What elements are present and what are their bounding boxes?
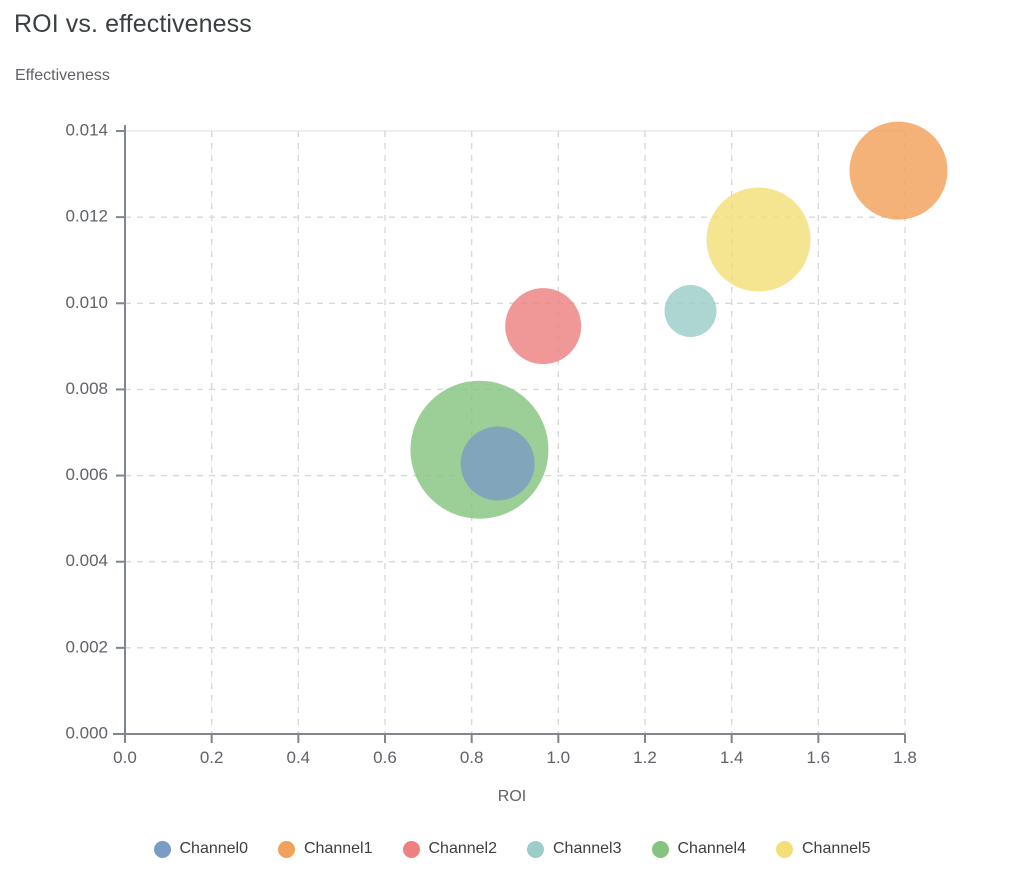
- legend-item-label: Channel3: [553, 840, 622, 857]
- legend-swatch-icon: [527, 840, 544, 858]
- x-tick-label: 1.0: [547, 748, 571, 767]
- y-tick-label: 0.002: [65, 637, 108, 656]
- y-axis-label: Effectiveness: [15, 67, 110, 84]
- bubble-channel5[interactable]: [706, 187, 811, 292]
- y-tick-label: 0.012: [65, 207, 108, 226]
- x-tick-label: 0.0: [113, 748, 137, 767]
- legend-item-channel5[interactable]: Channel5: [776, 840, 871, 858]
- legend-item-label: Channel5: [802, 840, 871, 857]
- legend-item-channel3[interactable]: Channel3: [527, 840, 622, 858]
- y-tick-label: 0.014: [65, 120, 108, 139]
- legend-swatch-icon: [651, 840, 669, 858]
- x-tick-label: 0.8: [460, 748, 484, 767]
- legend-item-label: Channel0: [179, 840, 249, 857]
- legend-swatch-icon: [153, 840, 171, 858]
- legend-item-channel2[interactable]: Channel2: [402, 840, 498, 858]
- legend-swatch-icon: [278, 840, 295, 858]
- y-tick-label: 0.006: [65, 465, 108, 484]
- legend-item-label: Channel2: [428, 840, 498, 857]
- x-tick-label: 0.4: [287, 748, 311, 767]
- x-tick-label: 0.2: [200, 748, 224, 767]
- chart-legend: Channel0 Channel1 Channel2 Channel3 Channel4…: [0, 840, 1024, 858]
- legend-item-label: Channel4: [677, 840, 747, 857]
- x-tick-label: 1.8: [893, 748, 917, 767]
- bubble-channel3[interactable]: [664, 285, 717, 338]
- legend-item-channel1[interactable]: Channel1: [278, 840, 373, 858]
- legend-item-label: Channel1: [304, 840, 373, 857]
- legend-swatch-icon: [402, 840, 420, 858]
- chart-title: ROI vs. effectiveness: [14, 10, 252, 38]
- y-tick-label: 0.000: [65, 723, 108, 742]
- x-tick-label: 1.6: [807, 748, 831, 767]
- legend-swatch-icon: [776, 840, 793, 858]
- x-axis-label: ROI: [497, 788, 527, 805]
- bubble-channel1[interactable]: [849, 121, 948, 220]
- bubble-channel0[interactable]: [460, 426, 535, 501]
- y-tick-label: 0.004: [65, 551, 108, 570]
- x-tick-label: 1.4: [720, 748, 744, 767]
- y-tick-label: 0.008: [65, 379, 108, 398]
- x-tick-label: 0.6: [373, 748, 397, 767]
- y-tick-label: 0.010: [65, 293, 108, 312]
- legend-item-channel0[interactable]: Channel0: [153, 840, 249, 858]
- legend-item-channel4[interactable]: Channel4: [651, 840, 747, 858]
- x-tick-label: 1.2: [633, 748, 657, 767]
- bubble-channel2[interactable]: [505, 288, 582, 365]
